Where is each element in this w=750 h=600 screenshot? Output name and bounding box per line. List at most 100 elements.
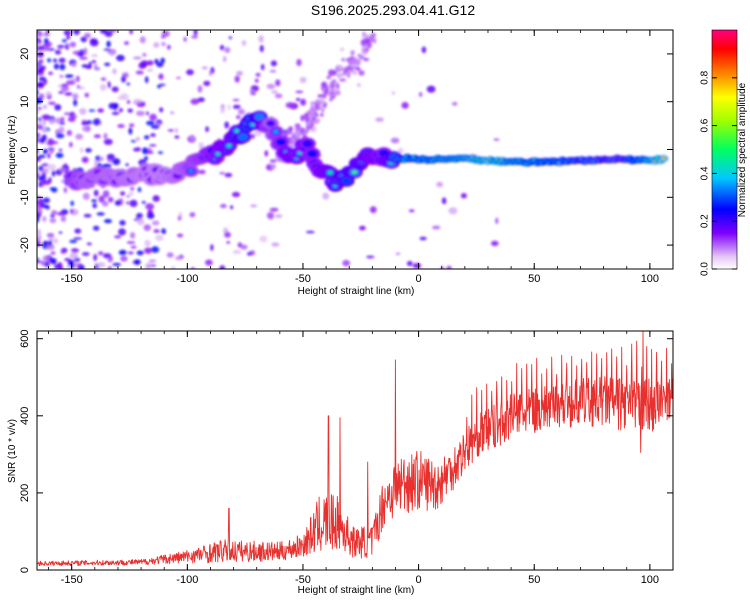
- spectrogram-speckle: [129, 199, 138, 207]
- spectrogram-speckle: [37, 64, 40, 69]
- spectrogram-speckle: [60, 250, 67, 254]
- spectrogram-speckle: [296, 58, 302, 67]
- spectrogram-y-tick-label: -10: [19, 189, 31, 205]
- spectrogram-speckle: [112, 68, 117, 75]
- spectrogram-speckle: [341, 57, 346, 62]
- spectrogram-speckle: [93, 160, 98, 167]
- spectrogram-speckle: [64, 112, 70, 116]
- spectrogram-speckle: [174, 127, 179, 134]
- spectrogram-speckle: [322, 192, 330, 200]
- spectrogram-speckle: [126, 194, 130, 198]
- spectrogram-speckle: [116, 54, 125, 62]
- spectrogram-speckle: [309, 109, 315, 114]
- spectrogram-x-tick-label: 100: [641, 273, 659, 285]
- spectrogram-speckle: [48, 239, 53, 247]
- spectrogram-x-tick-label: -50: [295, 273, 311, 285]
- spectrogram-x-tick-label: 50: [528, 273, 540, 285]
- spectrogram-speckle: [191, 35, 198, 39]
- spectrogram-speckle: [46, 233, 55, 238]
- spectrogram-speckle: [224, 172, 233, 178]
- spectrogram-speckle: [49, 147, 54, 155]
- spectrogram-speckle: [81, 156, 89, 163]
- spectrogram-speckle: [111, 111, 120, 115]
- snr-series-line: [37, 331, 673, 567]
- spectrogram-speckle: [69, 239, 78, 244]
- spectrogram-speckle: [80, 147, 84, 154]
- colorbar: 0.0 0.2 0.4 0.6 0.8 Normalized spectral ampl…: [700, 29, 748, 276]
- spectrogram-speckle: [106, 40, 111, 48]
- snr-x-label: Height of straight line (km): [298, 585, 415, 596]
- spectrogram-speckle: [133, 56, 142, 60]
- spectrogram-speckle: [397, 147, 404, 154]
- spectrogram-speckle: [112, 262, 122, 267]
- spectrogram-y-label: Frequency (Hz): [7, 116, 18, 185]
- colorbar-label: Normalized spectral amplitude: [737, 82, 748, 217]
- spectrogram-speckle: [352, 70, 358, 75]
- spectrogram-speckle: [210, 67, 215, 74]
- spectrogram-speckle: [129, 123, 135, 128]
- spectrogram-speckle: [329, 92, 336, 98]
- spectrogram-speckle: [49, 140, 59, 145]
- spectrogram-speckle: [37, 132, 40, 139]
- spectrogram-speckle: [48, 101, 56, 105]
- spectrogram-speckle: [127, 108, 133, 113]
- spectrogram-speckle: [111, 86, 119, 93]
- spectrogram-speckle: [41, 163, 49, 167]
- spectrogram-speckle: [75, 75, 80, 83]
- spectrogram-speckle: [67, 43, 75, 47]
- spectrogram-speckle: [146, 60, 154, 66]
- spectrogram-speckle: [224, 121, 230, 129]
- spectrogram-speckle: [295, 90, 304, 94]
- spectrogram-speckle: [259, 45, 264, 53]
- spectrogram-speckle: [51, 210, 58, 215]
- spectrogram-speckle: [193, 30, 198, 36]
- spectrogram-speckle: [100, 30, 107, 34]
- spectrogram-speckle: [100, 83, 107, 91]
- spectrogram-speckle: [230, 205, 234, 210]
- figure-title: S196.2025.293.04.41.G12: [311, 2, 475, 18]
- spectrogram-speckle: [125, 163, 129, 167]
- spectrogram-speckle: [419, 236, 427, 241]
- spectrogram-speckle: [42, 114, 51, 121]
- spectrogram-x-label: Height of straight line (km): [298, 286, 415, 297]
- spectrogram-speckle: [119, 220, 126, 226]
- spectrogram-speckle: [93, 225, 100, 231]
- spectrogram-speckle: [92, 118, 101, 126]
- spectrogram-speckle: [320, 113, 324, 117]
- spectrogram-speckle: [58, 126, 65, 134]
- spectrogram-speckle: [69, 252, 79, 259]
- spectrogram-speckle: [47, 152, 51, 159]
- snr-y-tick-label: 0: [19, 567, 31, 573]
- spectrogram-speckle: [366, 255, 375, 259]
- spectrogram-ridge: [302, 140, 313, 148]
- spectrogram-speckle: [201, 66, 208, 70]
- spectrogram-speckle: [64, 258, 72, 262]
- spectrogram-speckle: [76, 52, 85, 57]
- spectrogram-speckle: [120, 191, 126, 196]
- spectrogram-speckle: [67, 117, 76, 122]
- spectrogram-speckle: [134, 259, 141, 265]
- spectrogram-speckle: [367, 42, 372, 49]
- spectrogram-speckle: [226, 241, 230, 244]
- spectrogram-speckle: [107, 81, 111, 89]
- spectrogram-speckle: [161, 228, 167, 235]
- spectrogram-speckle: [391, 91, 395, 95]
- spectrogram-speckle: [118, 249, 127, 256]
- spectrogram-speckle: [186, 69, 194, 76]
- spectrogram-speckle: [228, 36, 232, 40]
- spectrogram-speckle: [61, 179, 65, 183]
- spectrogram-speckle: [99, 156, 105, 162]
- spectrogram-speckle: [247, 252, 252, 256]
- spectrogram-speckle: [39, 60, 43, 66]
- spectrogram-speckle: [259, 235, 268, 243]
- spectrogram-speckle: [300, 114, 305, 122]
- spectrogram-speckle: [93, 189, 99, 197]
- spectrogram-speckle: [61, 39, 67, 43]
- spectrogram-speckle: [406, 260, 413, 267]
- spectrogram-speckle: [117, 96, 125, 100]
- snr-background: [37, 331, 673, 570]
- spectrogram-speckle: [64, 92, 73, 96]
- spectrogram-speckle: [103, 132, 108, 140]
- spectrogram-speckle: [82, 126, 90, 132]
